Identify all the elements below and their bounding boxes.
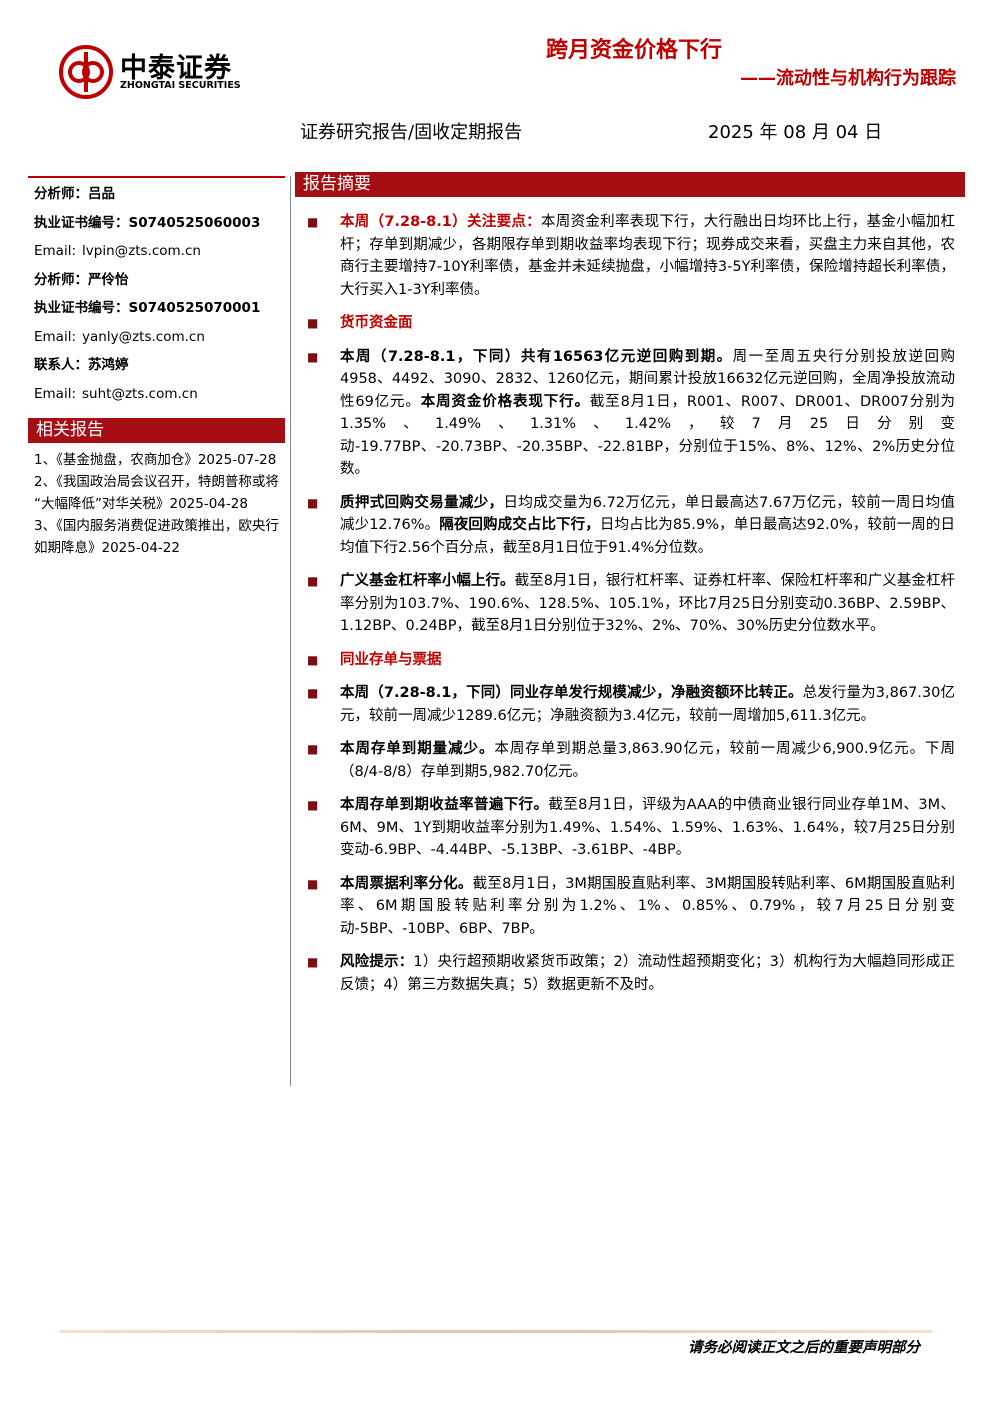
bullet: ■: [307, 316, 319, 330]
bullet: ■: [307, 742, 319, 756]
text-run: 质押式回购交易量减少，: [340, 494, 504, 511]
text-run: 截至8月1日，3M期国股直贴利率、3M期国股转贴利率、6M期国股直贴利率、6M期…: [340, 875, 956, 937]
summary: 报告摘要 ■ 本周（7.28-8.1）关注要点：本周资金利率表现下行，大行融出日均…: [295, 172, 965, 1007]
bullet: ■: [307, 876, 319, 891]
logo-name: 中泰证券: [120, 53, 232, 84]
section-heading: ■ 货币资金面: [305, 312, 955, 335]
bullet: ■: [307, 349, 319, 364]
contacts: 分析师：吕品 执业证书编号：S0740525060003 Email: lvpin@z…: [28, 178, 285, 408]
text-run: 本周存单到期总量3,863.90亿元，较前一周减少6,900.9亿元。下周（8/…: [340, 741, 955, 780]
report-subtitle: ——流动性与机构行为跟踪: [740, 68, 956, 89]
contact-row: 分析师：严伶怡: [28, 266, 285, 295]
summary-paragraph: ■ 本周（7.28-8.1）关注要点：本周资金利率表现下行，大行融出日均环比上行，…: [305, 211, 955, 301]
text-run: 本周（7.28-8.1，下同）同业存单发行规模减少，净融资额环比转正。: [340, 685, 803, 701]
contact-value: S0740525060003: [128, 214, 261, 231]
bullet: ■: [307, 652, 319, 667]
text-run: 周一至周五央行分别投放逆回购4958、4492、3090、2832、1260亿元…: [340, 348, 955, 410]
contact-row: Email: lvpin@zts.com.cn: [28, 237, 285, 266]
bullet: ■: [307, 215, 319, 229]
footer-line: [60, 1330, 932, 1333]
bullet: ■: [307, 495, 319, 510]
bullet: ■: [307, 955, 319, 969]
contact-value: suht@zts.com.cn: [82, 385, 198, 402]
report-date: 2025 年 08 月 04 日: [708, 122, 883, 143]
contact-row: 分析师：吕品: [28, 180, 285, 209]
text-run: 本周（7.28-8.1）关注要点：: [340, 214, 541, 230]
text-run: 广义基金杠杆率小幅上行。: [340, 573, 515, 589]
divider: [290, 176, 291, 1086]
contact-value: lvpin@zts.com.cn: [82, 243, 201, 259]
summary-items: ■ 本周（7.28-8.1）关注要点：本周资金利率表现下行，大行融出日均环比上行，…: [295, 197, 965, 996]
text-run: 截至8月1日，R001、R007、DR001、DR007分别为1.35%、1.4…: [340, 393, 956, 478]
summary-paragraph: ■ 本周（7.28-8.1，下同）同业存单发行规模减少，净融资额环比转正。总发行量…: [305, 682, 955, 727]
contact-value: 严伶怡: [88, 271, 129, 288]
section-heading: ■ 同业存单与票据: [305, 649, 955, 672]
text-run: 隔夜回购成交占比下行，: [439, 517, 600, 533]
text-run: 本周票据利率分化。: [340, 875, 473, 892]
related-item: 2、《我国政治局会议召开，特朗普称或将“大幅降低”对华关税》2025-04-28: [34, 474, 279, 512]
contact-row: 执业证书编号：S0740525060003: [28, 209, 285, 238]
logo-mark: [59, 45, 113, 99]
sidebar: 分析师：吕品 执业证书编号：S0740525060003 Email: lvpin@z…: [28, 176, 285, 559]
summary-paragraph: ■ 质押式回购交易量减少，日均成交量为6.72万亿元，单日最高达7.67万亿元，较…: [305, 492, 955, 560]
text-run: 1）央行超预期收紧货币政策；2）流动性超预期变化；3）机构行为大幅趋同形成正反馈…: [340, 954, 955, 993]
related-title: 相关报告: [28, 418, 285, 443]
contact-value: 吕品: [88, 186, 115, 202]
text-run: 本周资金价格表现下行。: [420, 393, 590, 410]
text-run: 风险提示：: [340, 954, 414, 970]
summary-paragraph: ■ 本周存单到期量减少。本周存单到期总量3,863.90亿元，较前一周减少6,90…: [305, 738, 955, 783]
bullet: ■: [307, 686, 319, 700]
contact-label: Email:: [34, 385, 77, 402]
contact-label: 执业证书编号：: [34, 300, 129, 316]
text-run: 本周（7.28-8.1，下同）共有16563亿元逆回购到期。: [340, 348, 733, 365]
contact-row: 联系人：苏鸿婷: [28, 351, 285, 380]
related-item: 1、《基金抛盘，农商加仓》2025-07-28: [34, 452, 277, 468]
text-run: 本周存单到期量减少。: [340, 741, 495, 757]
contact-row: Email: suht@zts.com.cn: [28, 380, 285, 409]
contact-value: S0740525070001: [128, 300, 261, 316]
text-run: 本周资金利率表现下行，大行融出日均环比上行，基金小幅加杠杆；存单到期减少，各期限…: [340, 214, 956, 298]
text-run: 截至8月1日，评级为AAA的中债商业银行同业存单1M、3M、6M、9M、1Y到期…: [340, 797, 955, 858]
bullet: ■: [307, 798, 319, 812]
contact-row: Email: yanly@zts.com.cn: [28, 323, 285, 352]
contact-label: 分析师：: [34, 271, 88, 288]
summary-paragraph: ■ 风险提示：1）央行超预期收紧货币政策；2）流动性超预期变化；3）机构行为大幅趋…: [305, 951, 955, 996]
text-run: 日均成交量为6.72万亿元，单日最高达7.67万亿元，较前一周日均值减少12.7…: [340, 494, 955, 534]
text-run: 货币资金面: [340, 315, 413, 331]
contact-value: yanly@zts.com.cn: [82, 328, 205, 345]
contact-label: Email:: [34, 328, 77, 345]
text-run: 本周存单到期收益率普遍下行。: [340, 797, 549, 813]
contact-label: 联系人：: [34, 357, 88, 373]
report-title: 跨月资金价格下行: [545, 38, 722, 63]
contact-label: 分析师：: [34, 186, 88, 202]
footer-disclaimer: 请务必阅读正文之后的重要声明部分: [688, 1340, 920, 1356]
contact-row: 执业证书编号：S0740525070001: [28, 294, 285, 323]
summary-title: 报告摘要: [295, 172, 965, 197]
contact-label: 执业证书编号：: [34, 214, 129, 231]
related-item: 3、《国内服务消费促进政策推出，欧央行如期降息》2025-04-22: [34, 518, 279, 556]
related-list: 1、《基金抛盘，农商加仓》2025-07-28 2、《我国政治局会议召开，特朗普称…: [28, 443, 285, 559]
summary-paragraph: ■ 本周（7.28-8.1，下同）共有16563亿元逆回购到期。周一至周五央行分别…: [305, 346, 955, 481]
logo-sub: ZHONGTAI SECURITIES: [120, 80, 241, 91]
summary-paragraph: ■ 本周存单到期收益率普遍下行。截至8月1日，评级为AAA的中债商业银行同业存单1…: [305, 794, 955, 862]
text-run: 同业存单与票据: [340, 651, 442, 668]
report-type: 证券研究报告/固收定期报告: [300, 122, 523, 143]
text-run: 截至8月1日，银行杠杆率、证券杠杆率、保险杠杆率和广义基金杠杆率分别为103.7…: [340, 573, 956, 634]
summary-paragraph: ■ 本周票据利率分化。截至8月1日，3M期国股直贴利率、3M期国股转贴利率、6M期…: [305, 873, 955, 941]
contact-label: Email:: [34, 243, 77, 259]
text-run: 日均占比为85.9%，单日最高达92.0%，较前一周的日均值下行2.56个百分点…: [340, 517, 956, 556]
bullet: ■: [307, 574, 319, 588]
contact-value: 苏鸿婷: [88, 357, 129, 373]
text-run: 总发行量为3,867.30亿元，较前一周减少1289.6亿元；净融资额为3.4亿…: [340, 685, 955, 724]
summary-paragraph: ■ 广义基金杠杆率小幅上行。截至8月1日，银行杠杆率、证券杠杆率、保险杠杆率和广义…: [305, 570, 955, 638]
